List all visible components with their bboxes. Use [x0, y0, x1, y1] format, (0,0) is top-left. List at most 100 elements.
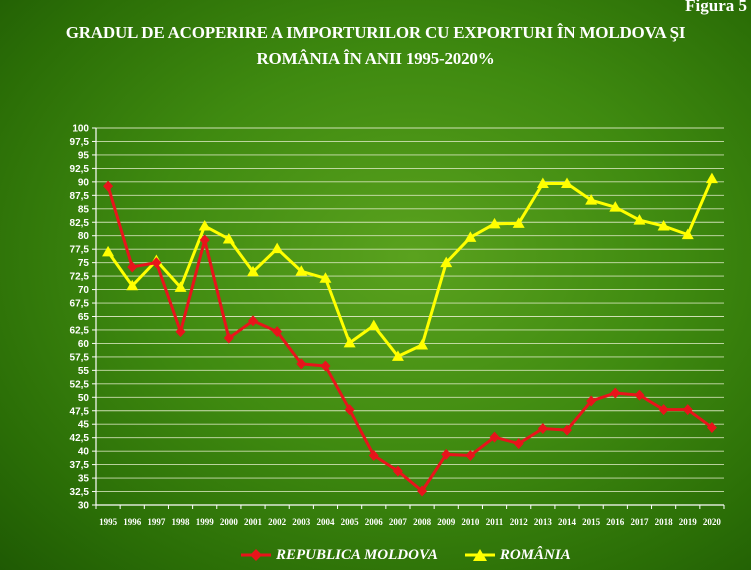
data-point-moldova: [127, 261, 138, 273]
x-tick-label: 2016: [606, 517, 625, 527]
x-tick-label: 2018: [655, 517, 674, 527]
data-point-romania: [561, 177, 573, 188]
x-tick-label: 2001: [244, 517, 263, 527]
data-point-moldova: [223, 332, 234, 344]
y-tick-label: 92,5: [70, 164, 90, 175]
data-point-moldova: [489, 431, 500, 443]
data-point-romania: [536, 177, 549, 188]
y-tick-label: 55: [78, 366, 90, 377]
series-line-moldova: [106, 185, 713, 493]
data-point-romania: [633, 214, 646, 225]
data-point-romania: [126, 279, 139, 291]
y-tick-label: 32,5: [70, 487, 90, 498]
data-point-romania: [488, 217, 501, 229]
data-point-moldova: [562, 424, 572, 436]
series-romania: [102, 172, 718, 361]
y-tick-label: 87,5: [70, 191, 90, 202]
data-point-romania: [343, 336, 356, 348]
x-tick-label: 1995: [99, 517, 118, 527]
data-point-romania: [367, 319, 380, 331]
chart-title-line-2: ROMÂNIA ÎN ANII 1995-2020%: [256, 49, 495, 68]
data-point-moldova: [610, 387, 621, 399]
x-tick-label: 2011: [486, 517, 504, 527]
data-point-moldova: [513, 438, 524, 450]
y-tick-label: 100: [72, 124, 89, 135]
data-point-romania: [271, 242, 284, 254]
y-tick-label: 70: [78, 285, 90, 296]
data-point-moldova: [706, 421, 717, 433]
x-tick-label: 2006: [365, 517, 384, 527]
data-point-romania: [512, 217, 525, 228]
data-point-romania: [295, 265, 308, 276]
data-point-moldova: [441, 448, 452, 460]
axes: [92, 127, 725, 509]
y-tick-label: 52,5: [70, 379, 90, 390]
x-tick-label: 2000: [220, 517, 239, 527]
data-point-moldova: [392, 465, 403, 477]
data-point-moldova: [103, 180, 114, 192]
y-tick-label: 97,5: [70, 137, 90, 148]
legend-item-romania: ROMÂNIA: [464, 547, 571, 564]
x-tick-label: 2002: [268, 517, 287, 527]
y-tick-label: 82,5: [70, 218, 90, 229]
data-point-romania: [609, 201, 622, 212]
data-point-moldova: [465, 449, 476, 461]
chart-title: GRADUL DE ACOPERIRE A IMPORTURILOR CU EX…: [0, 20, 751, 72]
data-point-romania: [657, 220, 670, 231]
data-point-moldova: [320, 360, 331, 372]
data-point-romania: [391, 350, 404, 361]
x-tick-labels: 1995 1996 1997 1998 1999 2000 2001 2002 2003 2004…: [99, 517, 721, 527]
data-point-moldova: [586, 395, 597, 407]
legend-swatch-moldova: [241, 549, 271, 561]
y-tick-label: 85: [78, 204, 90, 215]
y-tick-label: 67,5: [70, 299, 90, 310]
y-tick-label: 45: [78, 420, 90, 431]
data-point-moldova: [296, 358, 307, 370]
data-point-romania: [681, 228, 694, 240]
data-point-moldova: [537, 423, 548, 435]
y-tick-label: 62,5: [70, 325, 90, 336]
x-tick-label: 2019: [679, 517, 698, 527]
y-tick-label: 57,5: [70, 352, 90, 363]
data-point-moldova: [175, 326, 186, 338]
y-tick-label: 77,5: [70, 245, 90, 256]
data-point-moldova: [634, 389, 645, 401]
legend-label-romania: ROMÂNIA: [499, 546, 571, 563]
x-tick-label: 2014: [558, 517, 577, 527]
y-tick-label: 35: [78, 474, 90, 485]
data-point-moldova: [417, 485, 428, 497]
y-tick-labels: 30 32,5 35 37,5 40 42,5 45 47,5 50 52,5 55 57,5 60 62…: [70, 124, 90, 512]
x-tick-label: 2004: [316, 517, 335, 527]
x-tick-label: 1996: [123, 517, 142, 527]
y-tick-label: 37,5: [70, 460, 90, 471]
data-point-romania: [102, 245, 115, 257]
legend: REPUBLICA MOLDOVA ROMÂNIA: [240, 544, 571, 566]
gridlines: [96, 127, 724, 492]
legend-swatch-romania: [464, 549, 495, 561]
figure-label: Figura 5: [685, 0, 747, 15]
legend-item-moldova: REPUBLICA MOLDOVA: [240, 547, 438, 564]
y-tick-label: 50: [78, 393, 90, 404]
data-point-moldova: [368, 449, 379, 461]
y-tick-label: 60: [78, 339, 90, 350]
data-point-romania: [440, 256, 453, 268]
y-tick-label: 47,5: [70, 406, 90, 417]
y-tick-label: 72,5: [70, 272, 90, 283]
x-tick-label: 2010: [461, 517, 480, 527]
data-point-moldova: [682, 404, 693, 416]
x-tick-label: 1999: [196, 517, 215, 527]
data-point-moldova: [151, 257, 162, 269]
data-point-romania: [247, 265, 259, 277]
data-point-romania: [222, 232, 235, 244]
y-tick-label: 40: [78, 447, 90, 458]
data-point-moldova: [272, 326, 283, 338]
x-tick-label: 2017: [630, 517, 649, 527]
data-point-moldova: [199, 234, 210, 246]
x-tick-label: 2020: [703, 517, 722, 527]
data-point-moldova: [248, 315, 258, 327]
data-point-romania: [416, 339, 429, 350]
x-tick-label: 1997: [147, 517, 166, 527]
x-tick-label: 1998: [172, 517, 191, 527]
data-point-romania: [585, 194, 598, 205]
x-tick-label: 2012: [510, 517, 529, 527]
